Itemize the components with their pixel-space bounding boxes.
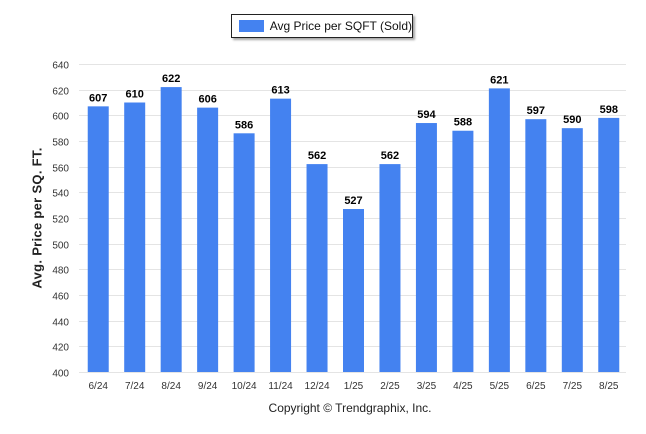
x-tick-label: 4/25 <box>453 381 473 392</box>
legend-label: Avg Price per SQFT (Sold) <box>269 19 412 33</box>
data-labels: 607 610 622 606 586 613 562 527 562 594 588 621 597 5… <box>89 73 618 207</box>
bar <box>525 119 547 372</box>
x-axis-ticks: 6/24 7/24 8/24 9/24 10/24 11/24 12/24 1/25 2/25 3… <box>88 381 618 392</box>
data-label: 598 <box>600 104 618 116</box>
x-tick-label: 10/24 <box>232 381 257 392</box>
bar <box>160 87 182 372</box>
y-tick-label: 420 <box>52 343 69 354</box>
x-tick-label: 8/24 <box>161 381 181 392</box>
bar <box>488 88 510 372</box>
y-tick-label: 520 <box>52 215 69 226</box>
y-tick-label: 440 <box>52 318 69 329</box>
y-tick-label: 460 <box>52 292 69 303</box>
x-tick-label: 8/25 <box>599 381 619 392</box>
data-label: 607 <box>89 92 107 104</box>
y-axis-label: Avg. Price per SQ. FT. <box>29 147 45 289</box>
bars <box>87 87 620 373</box>
bar <box>379 164 401 372</box>
bar <box>343 209 364 372</box>
x-tick-label: 6/24 <box>88 381 108 392</box>
x-tick-label: 12/24 <box>305 381 330 392</box>
data-label: 613 <box>271 85 289 97</box>
y-tick-label: 400 <box>52 369 69 380</box>
data-label: 606 <box>198 94 216 106</box>
y-tick-label: 620 <box>52 87 69 98</box>
y-tick-label: 640 <box>52 61 69 72</box>
y-tick-label: 500 <box>52 241 69 252</box>
y-tick-label: 580 <box>52 138 69 149</box>
legend[interactable]: Avg Price per SQFT (Sold) <box>231 14 413 38</box>
data-label: 594 <box>417 109 436 121</box>
bar <box>452 130 474 372</box>
x-tick-label: 7/25 <box>563 381 583 392</box>
bar <box>415 123 437 373</box>
y-tick-label: 600 <box>52 112 69 123</box>
legend-swatch <box>239 20 264 32</box>
x-tick-label: 5/25 <box>490 381 510 392</box>
bar <box>561 128 583 372</box>
bar <box>270 98 292 373</box>
x-tick-label: 2/25 <box>380 381 400 392</box>
data-label: 621 <box>490 74 508 86</box>
x-tick-label: 1/25 <box>344 381 364 392</box>
bar <box>87 106 109 372</box>
data-label: 622 <box>162 73 180 85</box>
x-tick-label: 11/24 <box>268 381 293 392</box>
x-tick-label: 9/24 <box>198 381 218 392</box>
data-label: 588 <box>454 117 472 129</box>
bar <box>124 102 146 372</box>
bar <box>197 107 219 372</box>
data-label: 597 <box>527 105 545 117</box>
data-label: 562 <box>381 150 399 162</box>
y-tick-label: 540 <box>52 189 69 200</box>
x-tick-label: 7/24 <box>125 381 145 392</box>
data-label: 590 <box>563 114 581 126</box>
y-tick-label: 560 <box>52 164 69 175</box>
x-tick-label: 3/25 <box>417 381 437 392</box>
copyright-footer: Copyright © Trendgraphix, Inc. <box>268 401 432 415</box>
y-axis-ticks: 400 420 440 460 480 500 520 540 560 580 600 620 640 <box>52 61 69 380</box>
bar <box>306 164 328 372</box>
bar <box>233 133 255 372</box>
data-label: 586 <box>235 119 253 131</box>
bar <box>598 117 620 373</box>
data-label: 562 <box>308 150 326 162</box>
y-tick-label: 480 <box>52 266 69 277</box>
data-label: 527 <box>344 195 362 207</box>
data-label: 610 <box>126 89 144 101</box>
x-tick-label: 6/25 <box>526 381 546 392</box>
